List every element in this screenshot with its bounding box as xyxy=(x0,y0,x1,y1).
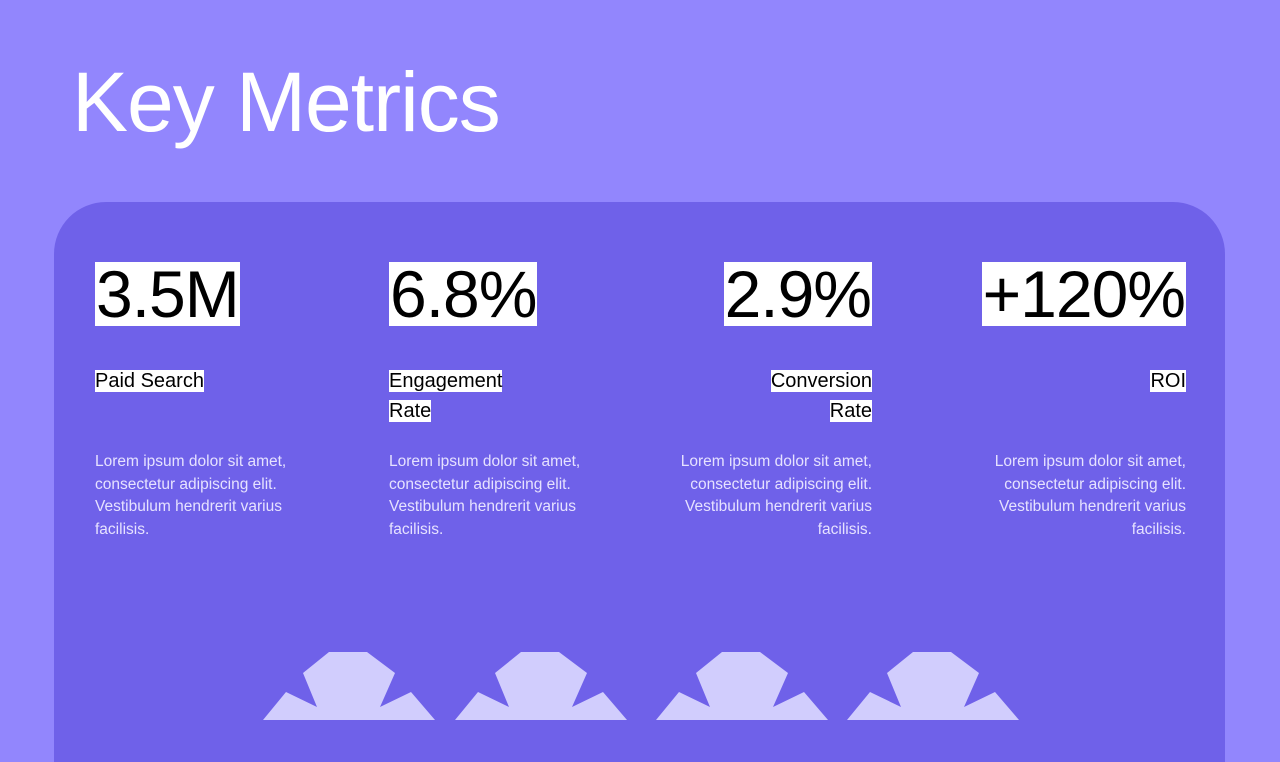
metric-label: Conversion Rate xyxy=(770,370,872,422)
metric-label: Paid Search xyxy=(95,370,204,392)
metric-value: 3.5M xyxy=(95,257,240,331)
metric-description: Lorem ipsum dolor sit amet, consectetur … xyxy=(389,453,581,538)
metric-label: Engagement Rate xyxy=(389,370,503,422)
metrics-card: 3.5M Paid Search Lorem ipsum dolor sit a… xyxy=(54,202,1225,762)
metric-value: +120% xyxy=(981,257,1186,331)
page-title: Key Metrics xyxy=(72,55,501,149)
metric-value: 2.9% xyxy=(723,257,872,331)
metric-conversion-rate: 2.9% Conversion Rate Lorem ipsum dolor s… xyxy=(636,257,872,541)
metric-description: Lorem ipsum dolor sit amet, consectetur … xyxy=(994,453,1186,538)
metric-value: 6.8% xyxy=(389,257,537,331)
metric-description: Lorem ipsum dolor sit amet, consectetur … xyxy=(95,453,287,538)
metric-roi: +120% ROI Lorem ipsum dolor sit amet, co… xyxy=(950,257,1186,541)
metric-paid-search: 3.5M Paid Search Lorem ipsum dolor sit a… xyxy=(95,257,331,541)
metric-label: ROI xyxy=(1150,370,1186,392)
metric-engagement-rate: 6.8% Engagement Rate Lorem ipsum dolor s… xyxy=(389,257,625,541)
metric-description: Lorem ipsum dolor sit amet, consectetur … xyxy=(680,453,872,538)
